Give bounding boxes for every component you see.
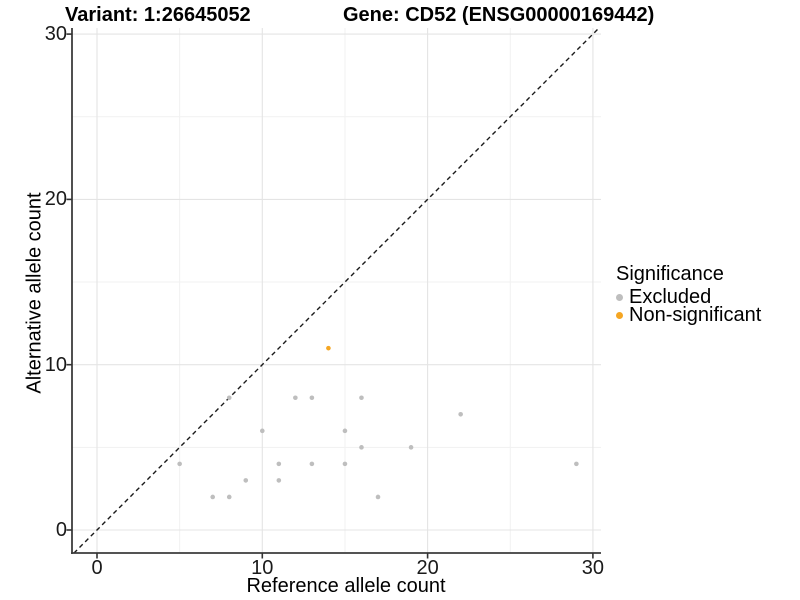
y-tick-label: 20 [44, 188, 67, 211]
legend: Significance Excluded Non-significant [616, 263, 762, 326]
data-point-excluded [342, 428, 348, 434]
data-point-excluded [260, 428, 265, 434]
gene-title: Gene: CD52 (ENSG00000169442) [343, 4, 655, 26]
x-tick-label: 30 [581, 557, 605, 579]
data-point-excluded [309, 461, 315, 467]
non-significant-dot-icon [616, 311, 623, 319]
variant-title: Variant: 1:26645052 [65, 4, 251, 26]
data-point-excluded [177, 461, 182, 467]
legend-item-excluded: Excluded [616, 285, 761, 308]
data-point-excluded [276, 478, 282, 483]
data-point-excluded [458, 411, 463, 417]
y-tick-label: 30 [44, 23, 67, 46]
excluded-dot-icon [616, 293, 623, 301]
legend-item-non-significant: Non-significant [616, 303, 762, 326]
data-point-excluded [359, 395, 364, 401]
legend-label-excluded: Excluded [629, 285, 712, 308]
data-point-non-significant [326, 345, 331, 351]
data-point-excluded [293, 395, 298, 401]
x-tick-label: 0 [91, 557, 103, 579]
x-tick-label: 10 [251, 557, 274, 579]
legend-title: Significance [616, 263, 724, 285]
data-point-excluded [408, 445, 414, 450]
x-tick-label: 20 [416, 557, 439, 579]
data-point-excluded [342, 461, 348, 467]
data-point-excluded [276, 461, 282, 467]
data-point-excluded [243, 478, 249, 483]
y-tick-label: 10 [44, 353, 67, 376]
data-point-excluded [359, 445, 364, 450]
x-axis-title: Reference allele count [246, 575, 446, 597]
data-point-excluded [226, 395, 232, 401]
data-point-excluded [375, 494, 381, 500]
data-point-excluded [309, 395, 315, 401]
y-tick-label: 0 [55, 519, 67, 541]
data-point-excluded [210, 494, 216, 500]
data-point-excluded [226, 494, 232, 500]
data-point-excluded [574, 461, 579, 467]
legend-label-non-significant: Non-significant [629, 303, 762, 326]
identity-dashed-line [73, 26, 601, 554]
